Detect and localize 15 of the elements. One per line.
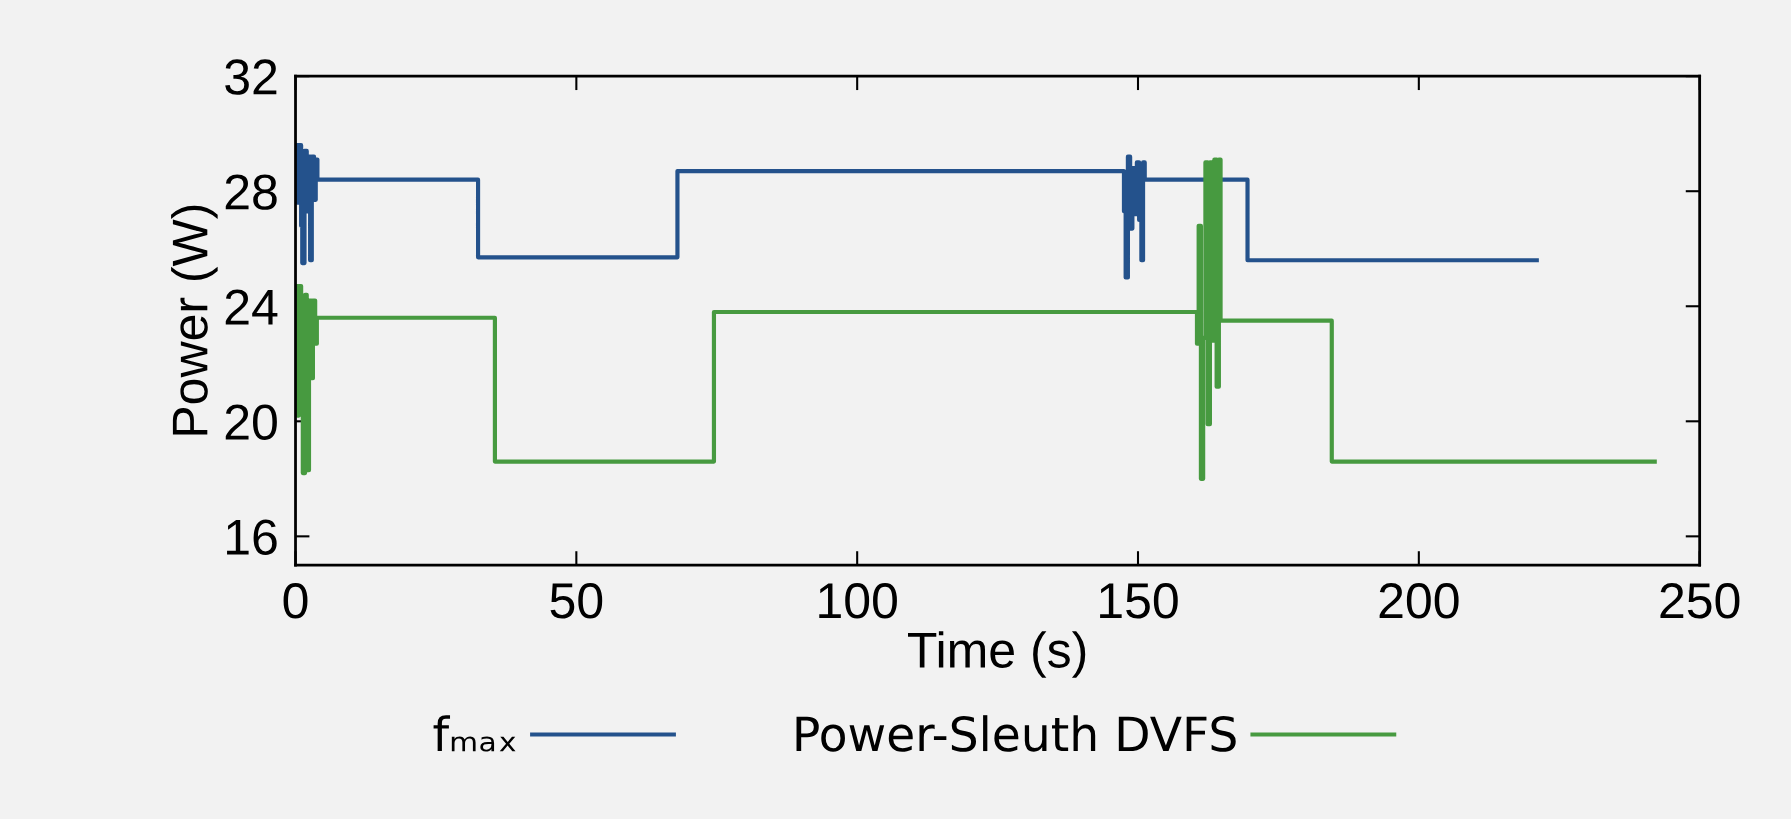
y-tick-label: 32 — [225, 59, 277, 95]
y-axis-title: Power (W) — [171, 205, 218, 435]
y-tick-label: 28 — [225, 174, 277, 210]
x-tick-label: 150 — [1100, 583, 1178, 619]
x-tick-label: 0 — [283, 583, 308, 619]
legend-label: Power-Sleuth DVFS — [796, 715, 1236, 752]
y-tick-label: 20 — [225, 404, 277, 440]
x-tick-label: 50 — [550, 583, 603, 619]
x-axis-title: Time (s) — [908, 631, 1086, 678]
legend-label: fₘₐₓ — [433, 715, 516, 752]
x-tick-label: 250 — [1660, 583, 1740, 619]
y-tick-label: 24 — [225, 289, 278, 325]
x-tick-label: 100 — [819, 583, 897, 619]
x-tick-label: 200 — [1379, 583, 1459, 619]
y-tick-label: 16 — [227, 519, 277, 555]
